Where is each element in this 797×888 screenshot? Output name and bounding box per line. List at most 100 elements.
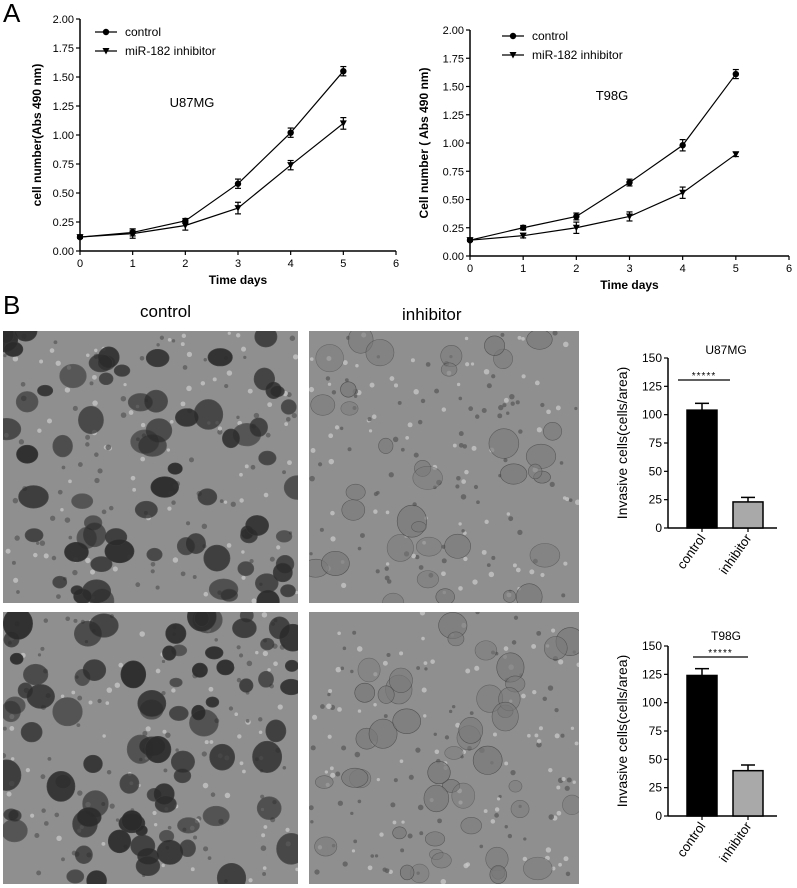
bar-control [686, 409, 718, 529]
legend-label: miR-182 inhibitor [532, 48, 623, 62]
y-tick-label: 75 [649, 724, 663, 738]
x-tick-label: 5 [733, 263, 739, 275]
y-tick-label: 125 [642, 667, 662, 681]
legend-marker [509, 52, 517, 59]
micrograph-t98g-inhibitor [309, 612, 579, 884]
x-tick-label: control [674, 531, 709, 572]
y-tick-label: 125 [642, 379, 662, 393]
column-header-inhibitor: inhibitor [402, 305, 462, 324]
data-point [340, 68, 347, 75]
y-tick-label: 0.25 [53, 217, 74, 229]
significance-stars: ***** [708, 648, 732, 659]
data-point [339, 120, 347, 127]
y-tick-label: 50 [649, 752, 663, 766]
y-tick-label: 100 [642, 696, 662, 710]
y-tick-label: 2.00 [53, 14, 74, 26]
x-tick-label: 0 [77, 258, 83, 270]
data-point [181, 222, 189, 229]
data-point [626, 213, 633, 220]
data-point [679, 189, 687, 197]
y-tick-label: 25 [649, 493, 663, 507]
y-tick-label: 150 [642, 639, 662, 653]
cell-line-annotation: T98G [596, 88, 629, 103]
y-tick-label: 1.75 [443, 53, 464, 65]
y-tick-label: 1.25 [53, 101, 74, 113]
x-tick-label: 2 [573, 263, 579, 275]
growth-chart-u87mg: 0.00 0.25 0.50 0.75 1.00 1.25 1.50 1.75 2.00 0 1 2 3… [30, 14, 399, 287]
significance-stars: ***** [692, 371, 716, 382]
y-tick-label: 2.00 [443, 25, 464, 37]
x-tick-label: 1 [520, 263, 526, 275]
y-tick-label: 50 [649, 464, 663, 478]
growth-chart-t98g: 0.00 0.25 0.50 0.75 1.00 1.25 1.50 1.75 2.00 0 1 2 3… [417, 25, 792, 292]
y-tick-label: 1.50 [53, 72, 74, 84]
legend-label: miR-182 inhibitor [125, 44, 216, 58]
x-tick-label: 6 [393, 258, 399, 270]
chart-title: T98G [711, 629, 741, 643]
series-line [79, 70, 344, 238]
y-tick-label: 75 [649, 436, 663, 450]
data-point [573, 213, 580, 220]
series-line [469, 153, 737, 241]
y-tick-label: 0 [655, 809, 662, 823]
y-tick-label: 1.00 [443, 138, 464, 150]
panel-label-b: B [3, 290, 21, 320]
y-tick-label: 1.25 [443, 110, 464, 122]
y-tick-label: 0 [655, 521, 662, 535]
panel-label-a: A [3, 0, 21, 28]
x-axis-label: Time days [209, 273, 268, 287]
bar-control [686, 674, 718, 817]
y-tick-label: 1.75 [53, 43, 74, 55]
micrograph-t98g-control [3, 612, 298, 884]
data-point [519, 224, 527, 231]
micrograph-u87mg-control [3, 331, 298, 603]
y-tick-label: 0.00 [53, 246, 74, 258]
x-tick-label: 2 [182, 258, 188, 270]
x-tick-label: inhibitor [716, 531, 755, 577]
y-tick-label: 0.25 [443, 223, 464, 235]
x-tick-label: 3 [235, 258, 241, 270]
data-point [234, 180, 242, 187]
series-line [79, 122, 344, 238]
x-tick-label: 6 [786, 263, 792, 275]
series-control [466, 68, 740, 244]
x-tick-label: 3 [626, 263, 632, 275]
data-point [626, 179, 633, 186]
y-axis-label: Cell number ( Abs 490 nm) [417, 68, 431, 219]
x-tick-label: 1 [130, 258, 136, 270]
y-axis-label: cell number(Abs 490 nm) [30, 64, 44, 207]
legend-marker [509, 32, 517, 40]
series-inhibitor [76, 116, 347, 241]
y-tick-label: 1.00 [53, 130, 74, 142]
y-tick-label: 0.50 [443, 195, 464, 207]
y-tick-label: 0.75 [53, 159, 74, 171]
data-point [76, 234, 84, 241]
legend-label: control [532, 29, 568, 43]
x-tick-label: 4 [680, 263, 686, 275]
cell-line-annotation: U87MG [170, 95, 215, 110]
y-axis-label: Invasive cells(cells/area) [614, 367, 630, 520]
chart-title: U87MG [705, 343, 746, 357]
x-tick-label: 5 [340, 258, 346, 270]
legend-marker [102, 48, 110, 55]
data-point [732, 70, 740, 78]
x-tick-label: inhibitor [716, 819, 755, 865]
bar-inhibitor [732, 769, 764, 817]
y-tick-label: 150 [642, 351, 662, 365]
series-inhibitor [466, 151, 740, 244]
x-tick-label: 4 [288, 258, 294, 270]
invasion-bar-chart-u87mg: 0 25 50 75 100 125 150 Invasive cells(cells/are… [614, 343, 777, 577]
y-tick-label: 1.50 [443, 82, 464, 94]
series-line [469, 73, 737, 241]
x-axis-label: Time days [600, 278, 659, 292]
y-axis-label: Invasive cells(cells/area) [614, 655, 630, 808]
invasion-bar-chart-t98g: 0 25 50 75 100 125 150 Invasive cells(cells/are… [614, 629, 777, 865]
bar-inhibitor [732, 501, 764, 529]
data-point [129, 230, 137, 238]
y-tick-label: 0.50 [53, 188, 74, 200]
y-tick-label: 100 [642, 408, 662, 422]
data-point [732, 151, 740, 158]
data-point [287, 162, 295, 169]
data-point [466, 237, 474, 244]
legend-marker [102, 28, 110, 36]
